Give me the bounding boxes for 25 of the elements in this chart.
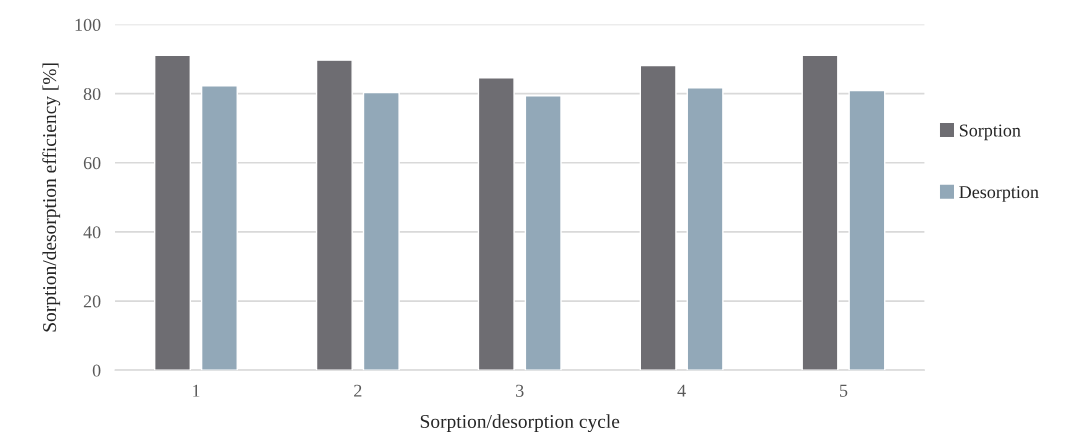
bar <box>686 87 724 371</box>
x-tick-label: 3 <box>516 384 524 397</box>
bar <box>315 59 353 371</box>
y-tick-label: 100 <box>75 18 101 31</box>
y-axis-title: Sorption/desorption efficiency [%] <box>42 63 61 332</box>
bar <box>801 54 839 371</box>
bar <box>639 64 677 371</box>
bar <box>848 89 886 371</box>
x-tick-label: 2 <box>354 384 362 397</box>
y-tick-label: 20 <box>83 295 101 308</box>
bar <box>200 85 238 371</box>
bar <box>477 77 515 371</box>
y-tick-label: 40 <box>83 226 101 239</box>
x-axis-title: Sorption/desorption cycle <box>420 414 620 433</box>
bar <box>153 54 191 371</box>
x-tick-label: 1 <box>193 384 200 397</box>
y-tick-label: 0 <box>92 364 101 377</box>
legend-label: Desorption <box>959 186 1039 202</box>
bar <box>362 91 400 371</box>
x-tick-label: 4 <box>677 384 686 397</box>
x-tick-label: 5 <box>840 384 848 397</box>
bar <box>524 95 562 371</box>
y-tick-label: 80 <box>83 87 101 101</box>
y-tick-label: 60 <box>83 157 101 170</box>
legend-label: Sorption <box>959 124 1021 141</box>
